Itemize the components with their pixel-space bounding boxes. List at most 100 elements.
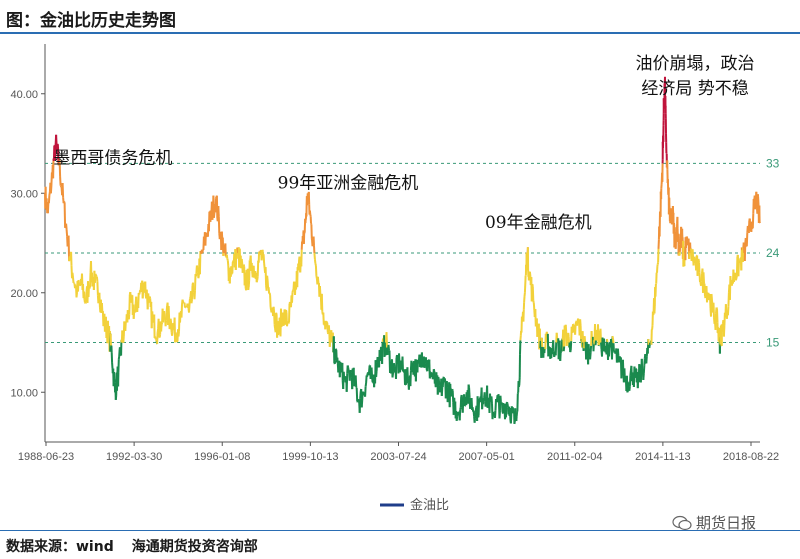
- y-tick-label: 40.00: [10, 89, 38, 101]
- series-segment: [334, 348, 338, 351]
- series-segment: [348, 372, 352, 381]
- series-segment: [506, 403, 509, 408]
- series-segment: [247, 280, 251, 288]
- series-segment: [336, 357, 339, 364]
- series-segment: [275, 312, 278, 315]
- series-segment: [451, 390, 455, 403]
- series-segment: [262, 254, 266, 264]
- series-segment: [318, 285, 322, 296]
- series-segment: [61, 182, 65, 198]
- series-segment: [83, 291, 86, 300]
- series-segment: [423, 363, 427, 367]
- series-segment: [247, 286, 250, 291]
- series-segment: [240, 258, 244, 264]
- series-segment: [468, 387, 471, 398]
- series-segment: [639, 372, 643, 383]
- series-segment: [134, 303, 137, 313]
- series-segment: [157, 318, 161, 338]
- series-segment: [222, 252, 225, 257]
- series-segment: [724, 304, 728, 313]
- legend-label: 金油比: [410, 497, 449, 511]
- series-segment: [226, 260, 230, 266]
- series-segment: [314, 263, 317, 266]
- series-segment: [138, 292, 141, 295]
- series-segment: [467, 384, 471, 388]
- series-segment: [647, 338, 650, 345]
- series-segment: [63, 202, 67, 228]
- series-segment: [358, 398, 362, 413]
- series-segment: [399, 368, 402, 373]
- series-segment: [490, 396, 493, 404]
- series-segment: [726, 306, 730, 316]
- series-segment: [706, 293, 709, 303]
- series-segment: [175, 333, 178, 336]
- series-segment: [360, 400, 364, 408]
- series-segment: [122, 336, 125, 343]
- series-segment: [599, 328, 602, 343]
- series-segment: [168, 327, 172, 330]
- series-segment: [697, 258, 700, 263]
- series-segment: [346, 365, 350, 369]
- series-segment: [364, 382, 368, 387]
- series-segment: [367, 371, 371, 376]
- series-segment: [255, 279, 259, 283]
- series-segment: [269, 295, 272, 308]
- series-segment: [171, 331, 174, 336]
- series-segment: [553, 354, 556, 358]
- series-segment: [347, 370, 351, 374]
- series-segment: [696, 261, 699, 276]
- series-segment: [409, 370, 412, 387]
- series-segment: [186, 303, 189, 307]
- series-segment: [148, 296, 152, 299]
- series-segment: [63, 201, 66, 203]
- series-segment: [182, 301, 185, 304]
- series-segment: [648, 344, 651, 349]
- series-segment: [555, 332, 559, 339]
- series-segment: [332, 336, 336, 364]
- series-segment: [509, 412, 513, 424]
- series-segment: [691, 249, 695, 259]
- series-segment: [582, 348, 586, 352]
- series-segment: [94, 273, 97, 276]
- x-tick-label: 2003-07-24: [370, 451, 426, 463]
- series-segment: [715, 307, 718, 310]
- series-segment: [225, 254, 229, 259]
- series-segment: [693, 256, 696, 259]
- series-segment: [579, 319, 582, 326]
- series-segment: [722, 325, 726, 337]
- series-segment: [154, 336, 157, 340]
- bottom-rule: [0, 530, 800, 531]
- series-segment: [528, 271, 532, 277]
- series-segment: [160, 324, 163, 332]
- series-segment: [124, 321, 127, 331]
- series-segment: [547, 351, 550, 357]
- series-segment: [437, 379, 441, 386]
- series-segment: [176, 340, 179, 343]
- series-segment: [291, 292, 294, 303]
- series-segment: [285, 309, 288, 313]
- series-segment: [393, 363, 396, 367]
- series-segment: [355, 386, 358, 389]
- series-segment: [403, 369, 406, 385]
- series-segment: [364, 386, 367, 397]
- series-segment: [574, 324, 577, 335]
- series-segment: [688, 250, 691, 259]
- series-segment: [461, 401, 465, 413]
- series-segment: [188, 304, 191, 313]
- series-segment: [685, 236, 689, 239]
- series-segment: [589, 352, 592, 360]
- series-segment: [375, 371, 378, 377]
- series-segment: [440, 387, 444, 397]
- series-segment: [242, 264, 246, 268]
- series-segment: [217, 205, 220, 217]
- series-segment: [283, 308, 286, 311]
- series-segment: [714, 313, 717, 330]
- series-segment: [552, 340, 555, 352]
- series-segment: [569, 350, 572, 353]
- series-segment: [266, 280, 270, 288]
- series-segment: [95, 275, 98, 278]
- series-segment: [48, 191, 51, 196]
- series-segment: [59, 176, 62, 186]
- series-segment: [94, 274, 98, 277]
- series-segment: [579, 325, 583, 342]
